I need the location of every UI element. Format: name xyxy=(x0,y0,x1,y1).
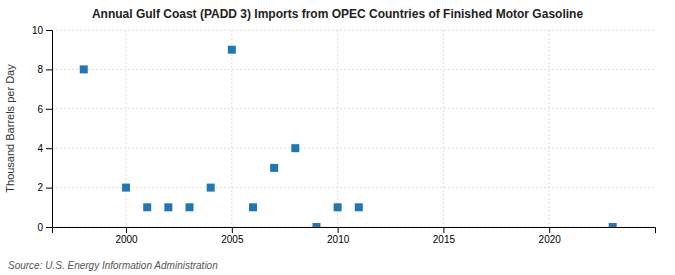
point xyxy=(80,65,88,73)
y-axis-tick-mark xyxy=(46,69,52,70)
x-axis-tick-mark xyxy=(338,227,339,233)
x-axis-tick: 2005 xyxy=(221,227,244,245)
y-axis-tick-mark xyxy=(46,227,52,228)
y-axis-tick-label: 4 xyxy=(37,143,43,154)
x-axis: 2000 2005 2010 2015 2020 xyxy=(53,227,656,245)
x-axis-tick-mark xyxy=(126,227,127,233)
point xyxy=(270,164,278,172)
x-axis-tick: 2000 xyxy=(115,227,138,245)
x-axis-tick: 2010 xyxy=(327,227,350,245)
y-axis-tick-label: 10 xyxy=(32,25,44,36)
point xyxy=(122,184,130,192)
point xyxy=(312,223,320,227)
point xyxy=(207,184,215,192)
grid-line xyxy=(126,30,127,227)
points xyxy=(80,46,617,227)
chart: 2000 2005 2010 2015 2020 0 2 4 6 8 10 Annual Gulf C… xyxy=(0,0,675,275)
x-axis-tick-label: 2005 xyxy=(221,234,244,245)
y-axis-tick: 2 xyxy=(37,182,52,193)
grid-line xyxy=(52,148,655,149)
point xyxy=(355,203,363,211)
point xyxy=(291,144,299,152)
y-axis-line xyxy=(46,31,53,228)
y-axis-tick: 8 xyxy=(37,64,52,75)
plot: 2000 2005 2010 2015 2020 0 2 4 6 8 10 xyxy=(32,25,656,245)
annotation: Source: U.S. Energy Information Administ… xyxy=(8,260,218,271)
x-axis-tick-mark xyxy=(443,227,444,233)
x-axis-line xyxy=(53,228,656,234)
x-axis-tick-mark xyxy=(549,227,550,233)
title: Annual Gulf Coast (PADD 3) Imports from … xyxy=(92,7,583,21)
grid-line xyxy=(52,69,655,70)
x-axis-tick-label: 2015 xyxy=(433,234,456,245)
x-axis-tick-label: 2020 xyxy=(539,234,562,245)
y-axis-tick-label: 2 xyxy=(37,182,43,193)
grid-line xyxy=(52,187,655,188)
grid-line xyxy=(337,30,338,227)
y-axis-title: Thousand Barrels per Day xyxy=(4,64,16,193)
y-axis-tick-label: 8 xyxy=(37,64,43,75)
point xyxy=(609,223,617,227)
point xyxy=(164,203,172,211)
y-axis-tick: 0 xyxy=(37,222,52,233)
y-axis-tick-label: 6 xyxy=(37,104,43,115)
y-axis-tick: 4 xyxy=(37,143,52,154)
point xyxy=(228,46,236,54)
point xyxy=(249,203,257,211)
y-axis: 0 2 4 6 8 10 xyxy=(32,25,53,233)
point xyxy=(334,203,342,211)
y-axis-tick-mark xyxy=(46,148,52,149)
x-axis-tick-label: 2000 xyxy=(115,234,138,245)
grid-line xyxy=(231,30,232,227)
point xyxy=(186,203,194,211)
grid-line xyxy=(443,30,444,227)
y-axis-tick-mark xyxy=(46,109,52,110)
y-axis-tick-label: 0 xyxy=(37,222,43,233)
y-axis-tick: 10 xyxy=(32,25,52,36)
x-axis-tick-label: 2010 xyxy=(327,234,350,245)
grid-line xyxy=(549,30,550,227)
x-axis-tick: 2015 xyxy=(433,227,456,245)
y-axis-tick-mark xyxy=(46,188,52,189)
y-axis-tick: 6 xyxy=(37,104,52,115)
grid-line xyxy=(52,108,655,109)
y-axis-tick-mark xyxy=(46,30,52,31)
grid xyxy=(52,30,655,227)
x-axis-tick-mark xyxy=(232,227,233,233)
point xyxy=(143,203,151,211)
grid-line xyxy=(52,30,655,31)
x-axis-tick: 2020 xyxy=(539,227,562,245)
